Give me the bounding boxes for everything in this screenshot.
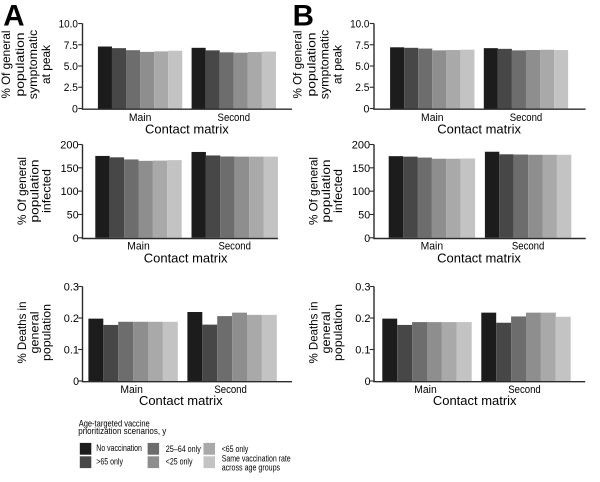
svg-text:Second: Second [218,112,251,124]
svg-text:0: 0 [73,376,79,388]
svg-text:10.0: 10.0 [350,19,369,31]
svg-text:at peak: at peak [39,45,53,84]
svg-text:150: 150 [352,163,370,175]
svg-text:0.2: 0.2 [355,313,370,325]
svg-text:7.5: 7.5 [64,40,78,52]
svg-text:Contact matrix: Contact matrix [437,250,521,265]
svg-text:Contact matrix: Contact matrix [139,393,223,408]
svg-text:0: 0 [72,104,78,116]
svg-text:Same vaccination rate: Same vaccination rate [222,453,291,464]
svg-text:Contact matrix: Contact matrix [144,250,228,265]
svg-text:A: A [3,0,24,33]
svg-text:100: 100 [61,186,79,198]
svg-text:25–64 only: 25–64 only [166,443,201,454]
svg-text:2.5: 2.5 [355,82,369,94]
svg-text:population: population [304,33,318,97]
svg-text:population: population [319,160,333,223]
svg-text:Second: Second [218,241,251,253]
svg-text:10.0: 10.0 [59,19,78,31]
svg-text:0.2: 0.2 [64,313,79,325]
svg-text:symptomatic: symptomatic [317,30,331,100]
svg-text:0.1: 0.1 [64,345,79,357]
svg-text:200: 200 [60,140,78,152]
svg-text:0: 0 [363,104,369,116]
svg-text:B: B [293,0,314,33]
svg-text:Age-targeted vaccine: Age-targeted vaccine [79,417,150,428]
svg-text:% Of general: % Of general [307,157,321,225]
svg-text:150: 150 [61,163,79,175]
svg-text:200: 200 [352,140,370,152]
svg-text:5.0: 5.0 [355,61,369,73]
svg-text:0.3: 0.3 [64,282,79,294]
svg-text:Second: Second [508,384,541,396]
svg-text:% Deaths in: % Deaths in [15,302,29,364]
svg-text:population: population [27,160,41,223]
svg-text:% Of general: % Of general [15,157,29,225]
svg-text:50: 50 [67,210,79,222]
svg-text:Second: Second [510,112,543,124]
svg-text:Main: Main [421,241,444,253]
svg-text:<65 only: <65 only [222,443,249,454]
svg-text:general: general [319,312,333,354]
svg-text:infected: infected [39,169,53,213]
svg-text:<25 only: <25 only [166,455,193,466]
svg-text:Second: Second [512,241,545,253]
svg-text:0: 0 [364,233,370,245]
svg-text:5.0: 5.0 [64,61,78,73]
svg-text:population: population [13,33,27,97]
svg-text:population: population [39,304,53,361]
svg-text:infected: infected [331,169,345,213]
svg-text:Second: Second [214,384,247,396]
svg-text:Main: Main [414,384,437,396]
svg-text:No vaccination: No vaccination [96,442,142,453]
svg-text:% Deaths in: % Deaths in [307,302,321,364]
svg-text:0.3: 0.3 [355,282,370,294]
svg-text:Main: Main [421,112,444,124]
svg-text:50: 50 [358,210,370,222]
svg-text:% Of general: % Of general [0,31,13,99]
svg-text:general: general [27,312,41,354]
svg-text:0: 0 [365,376,371,388]
svg-text:symptomatic: symptomatic [26,30,40,100]
svg-text:2.5: 2.5 [64,82,78,94]
svg-text:prioritization scenarios, y: prioritization scenarios, y [78,425,166,436]
svg-text:Contact matrix: Contact matrix [433,393,517,408]
svg-text:>65 only: >65 only [96,455,123,466]
svg-text:Contact matrix: Contact matrix [145,122,229,137]
svg-text:at peak: at peak [330,45,344,84]
svg-text:% Of general: % Of general [291,31,305,99]
svg-text:Main: Main [127,241,150,253]
svg-text:population: population [331,304,345,361]
svg-text:across age groups: across age groups [222,461,281,472]
svg-text:Main: Main [129,112,152,124]
svg-text:100: 100 [352,186,370,198]
svg-text:7.5: 7.5 [355,40,369,52]
svg-text:Contact matrix: Contact matrix [437,122,521,137]
svg-text:0.1: 0.1 [355,345,370,357]
svg-text:Main: Main [120,384,143,396]
svg-text:0: 0 [73,233,79,245]
